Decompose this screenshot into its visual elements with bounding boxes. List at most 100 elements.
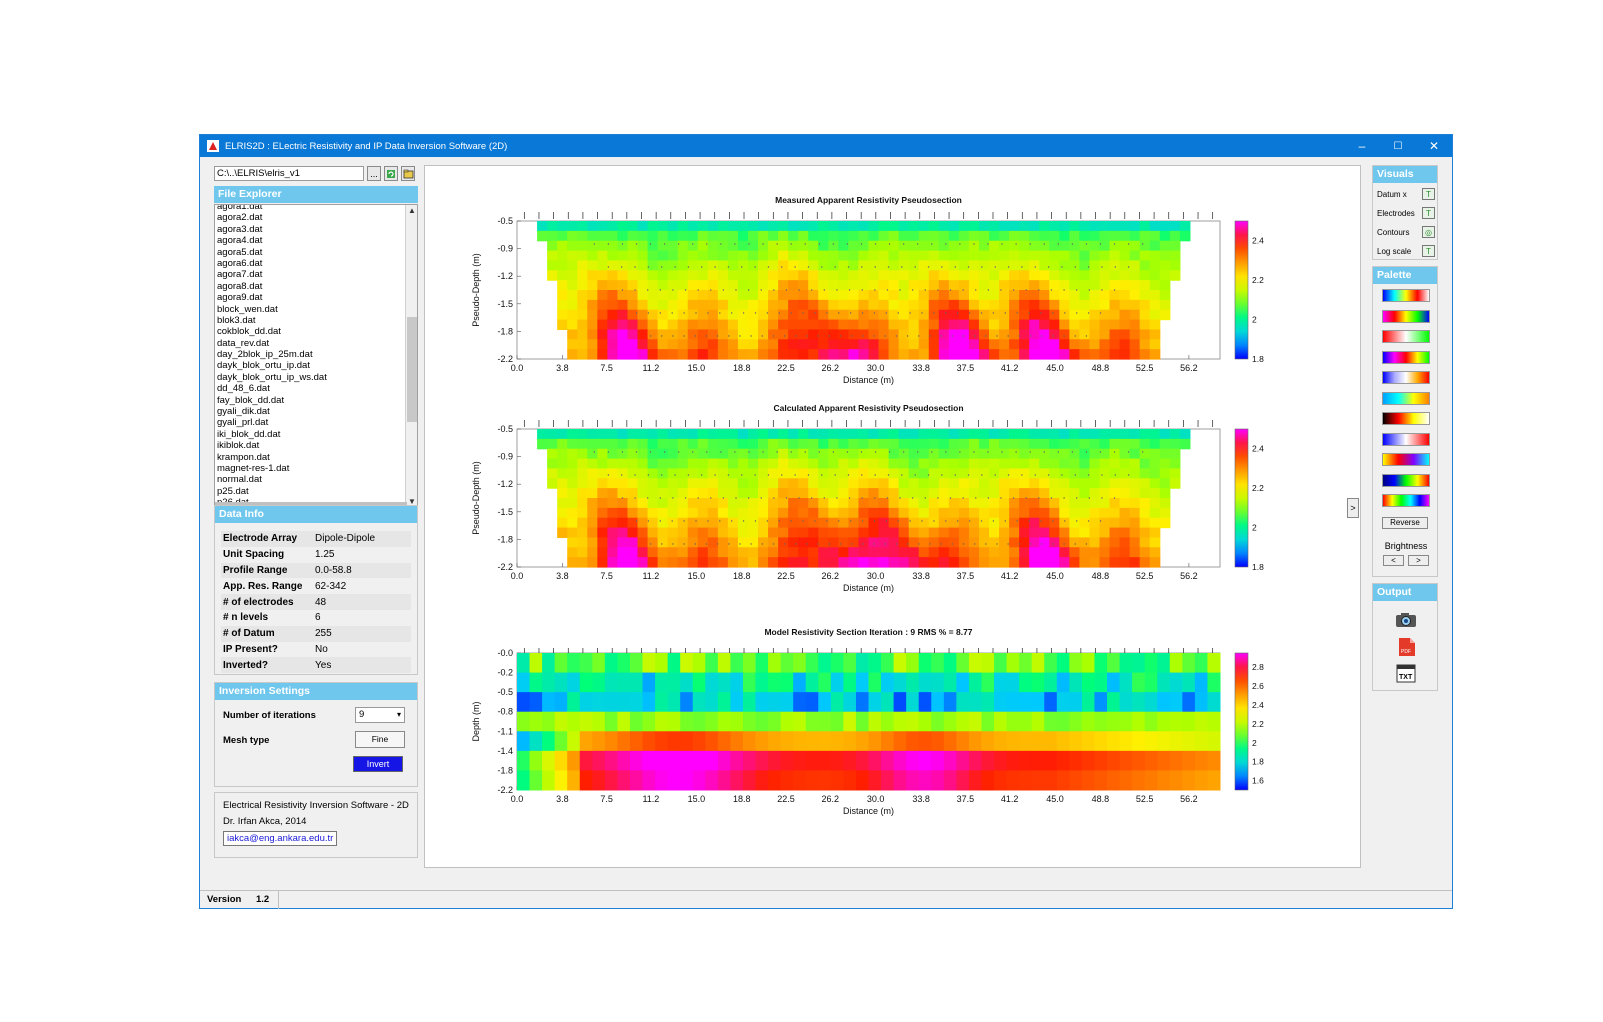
file-item[interactable]: agora2.dat [217,212,263,224]
txt-icon[interactable]: TXT [1396,664,1416,686]
model-cell [1107,653,1121,674]
file-item[interactable]: dayk_blok_ortu_ip.dat [217,360,310,372]
file-item[interactable]: dayk_blok_ortu_ip_ws.dat [217,371,327,383]
refresh-icon[interactable] [384,166,398,181]
palette-swatch[interactable] [1382,412,1430,425]
maximize-button[interactable]: ☐ [1393,140,1403,152]
minimize-button[interactable]: – [1358,139,1366,153]
file-item[interactable]: iki_blok_dd.dat [217,428,281,440]
datum-point [720,451,722,453]
file-item[interactable]: agora8.dat [217,280,263,292]
file-item[interactable]: agora3.dat [217,223,263,235]
visual-toggle-button[interactable]: T [1422,207,1435,219]
model-cell [918,653,932,674]
palette-swatch[interactable] [1382,473,1430,487]
datum-point [705,335,708,337]
pseudosection-cell [1019,537,1030,548]
palette-swatch[interactable] [1382,494,1430,507]
model-cell [981,692,995,713]
pseudosection-cell [627,438,639,450]
pseudosection-cell [1069,339,1080,350]
visual-toggle-button[interactable]: T [1422,245,1435,257]
palette-swatch[interactable] [1382,309,1430,323]
camera-icon[interactable] [1395,612,1417,631]
file-item[interactable]: p25.dat [217,485,249,497]
pseudosection-cell [1029,240,1040,252]
pseudosection-cell [1129,468,1141,479]
pseudosection-cell [1129,349,1141,360]
iterations-select[interactable]: 9 ▾ [355,707,405,723]
info-value: Dipole-Dipole [313,531,411,547]
file-item[interactable]: cokblok_dd.dat [217,326,281,338]
file-item[interactable]: agora1.dat [217,204,263,212]
pseudosection-cell [778,260,789,271]
pseudosection-cell [577,547,588,558]
file-item[interactable]: krampon.dat [217,451,270,463]
pseudosection-cell [727,349,739,360]
file-item[interactable]: agora7.dat [217,269,263,281]
file-item[interactable]: magnet-res-1.dat [217,462,290,474]
pseudosection-cell [1149,557,1161,568]
pseudosection-cell [968,299,980,311]
file-item[interactable]: agora6.dat [217,257,263,269]
visual-toggle-button[interactable]: ◎ [1422,226,1435,238]
pseudosection-cell [637,527,649,539]
palette-swatch[interactable] [1382,330,1430,343]
file-item[interactable]: data_rev.dat [217,337,270,349]
pseudosection-cell [747,527,759,539]
model-cell [893,672,907,693]
pseudosection-cell [1089,488,1101,499]
path-input[interactable] [214,166,364,181]
model-cell [1031,672,1045,693]
open-folder-icon[interactable] [401,166,415,181]
pseudosection-cell [778,339,789,350]
file-item[interactable]: agora9.dat [217,292,263,304]
palette-swatch[interactable] [1382,350,1430,364]
pseudosection-cell [1029,280,1040,291]
pseudosection-cell [888,438,900,450]
palette-swatch[interactable] [1382,453,1430,466]
palette-swatch[interactable] [1382,289,1430,302]
file-item[interactable]: blok3.dat [217,314,256,326]
pseudosection-cell [1129,448,1141,460]
pseudosection-cell [1169,221,1181,232]
model-cell [579,672,593,693]
email-link[interactable]: iakca@eng.ankara.edu.tr [223,831,338,846]
file-item[interactable]: fay_blok_dd.dat [217,394,285,406]
reverse-button[interactable]: Reverse [1382,517,1428,529]
pseudosection-cell [1009,507,1020,519]
invert-button[interactable]: Invert [353,756,403,772]
pseudosection-cell [1129,319,1141,331]
file-list[interactable]: agora1.dat agora2.dat agora3.dat agora4.dat… [214,204,418,509]
file-list-scrollbar[interactable]: ▲ ▼ [405,205,417,508]
pseudosection-cell [758,280,769,291]
pdf-icon[interactable]: PDF [1398,637,1416,660]
collapse-button[interactable]: > [1347,498,1359,518]
file-item[interactable]: day_2blok_ip_25m.dat [217,349,313,361]
file-item[interactable]: dd_48_6.dat [217,383,270,395]
visual-toggle-button[interactable]: T [1422,188,1435,200]
scroll-thumb[interactable] [407,317,417,422]
scroll-down-icon[interactable]: ▼ [408,497,416,506]
file-item[interactable]: normal.dat [217,474,262,486]
file-item[interactable]: gyali_prl.dat [217,417,269,429]
palette-swatch[interactable] [1382,391,1430,405]
file-item[interactable]: ikiblok.dat [217,440,260,452]
file-item[interactable]: agora4.dat [217,235,263,247]
pseudosection-cell [677,221,689,232]
file-item[interactable]: agora5.dat [217,246,263,258]
pseudosection-cell [627,488,639,499]
pseudosection-cell [547,240,558,252]
mesh-type-button[interactable]: Fine [355,731,405,748]
brightness-increase-button[interactable]: > [1408,555,1429,566]
brightness-decrease-button[interactable]: < [1383,555,1404,566]
browse-button[interactable]: ... [367,166,381,181]
file-item[interactable]: gyali_dik.dat [217,406,270,418]
close-button[interactable]: ✕ [1428,139,1440,153]
palette-swatch[interactable] [1382,371,1430,384]
pseudosection-cell [958,319,970,331]
scroll-up-icon[interactable]: ▲ [408,206,416,215]
file-item[interactable]: block_wen.dat [217,303,278,315]
pseudosection-cell [1059,270,1070,281]
palette-swatch[interactable] [1382,432,1430,446]
